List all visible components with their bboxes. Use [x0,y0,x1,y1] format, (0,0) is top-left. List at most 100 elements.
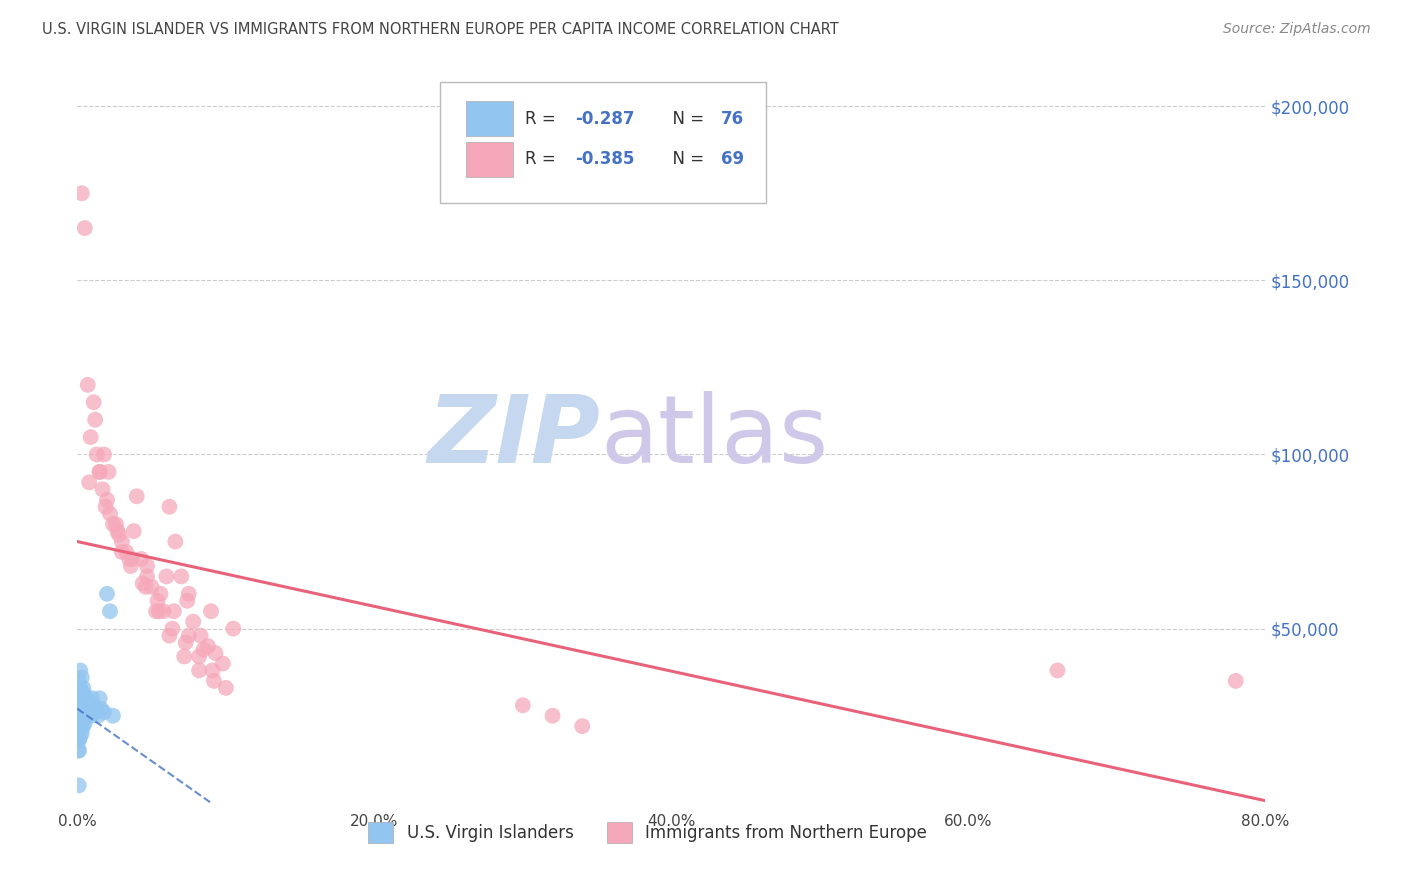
Point [70,705,93,719]
Point [69,691,91,706]
Point [69,708,91,723]
Point [77,702,100,716]
Point [83,395,105,409]
Point [70,705,93,719]
Point [67,673,90,688]
Point [73,695,96,709]
Point [204,646,226,660]
Point [136,558,159,573]
Point [1225,673,1247,688]
Point [72,691,94,706]
Point [70,698,93,713]
Point [72,719,94,733]
Point [181,615,204,629]
Point [89,465,111,479]
Point [96,492,118,507]
Text: 76: 76 [721,110,744,128]
Point [80,430,103,444]
Point [67,698,90,713]
Point [222,622,245,636]
Point [98,604,121,618]
Point [67,691,90,706]
Point [70,684,93,698]
Point [162,622,184,636]
Point [69,723,91,737]
Point [69,708,91,723]
Point [163,604,186,618]
Point [69,712,91,726]
Point [86,448,108,462]
Point [70,726,93,740]
Point [131,576,153,591]
Point [72,702,94,716]
Point [197,639,219,653]
Point [170,569,193,583]
Point [145,604,167,618]
Point [122,524,145,538]
Text: N =: N = [662,110,709,128]
Point [80,708,103,723]
Point [125,489,148,503]
Point [72,712,94,726]
Text: atlas: atlas [600,391,828,483]
Point [67,733,90,747]
Text: 69: 69 [721,150,744,168]
Point [83,698,105,713]
Point [67,684,90,698]
Point [96,587,118,601]
Point [70,186,93,201]
Point [69,681,91,695]
Point [89,465,111,479]
Point [146,594,169,608]
Point [76,705,98,719]
Point [73,705,96,719]
Point [512,698,534,713]
Point [67,726,90,740]
Point [101,708,124,723]
Point [101,517,124,532]
Point [201,664,224,678]
Point [70,715,93,730]
Point [67,705,90,719]
Text: -0.385: -0.385 [575,150,634,168]
Point [69,723,91,737]
Point [70,708,93,723]
Point [69,688,91,702]
Point [148,604,170,618]
Point [97,465,120,479]
Point [67,719,90,733]
Point [118,552,141,566]
Point [111,534,134,549]
Point [75,708,97,723]
Point [69,698,91,713]
Point [188,649,211,664]
Point [69,702,91,716]
Point [69,705,91,719]
Point [149,587,172,601]
Point [69,719,91,733]
Point [98,507,121,521]
Point [200,604,222,618]
Point [84,705,107,719]
Point [69,712,91,726]
Point [70,708,93,723]
Point [69,712,91,726]
Point [1046,664,1069,678]
Point [69,730,91,744]
Point [152,604,174,618]
Point [93,705,115,719]
Point [202,673,225,688]
FancyBboxPatch shape [465,142,513,177]
Point [76,698,98,713]
Point [190,629,212,643]
Point [136,569,159,583]
Point [141,580,163,594]
Point [135,580,157,594]
Point [76,377,98,392]
Point [82,691,104,706]
Point [70,702,93,716]
Text: -0.287: -0.287 [575,110,634,128]
Point [69,664,91,678]
Text: U.S. VIRGIN ISLANDER VS IMMIGRANTS FROM NORTHERN EUROPE PER CAPITA INCOME CORREL: U.S. VIRGIN ISLANDER VS IMMIGRANTS FROM … [42,22,839,37]
Point [67,733,90,747]
